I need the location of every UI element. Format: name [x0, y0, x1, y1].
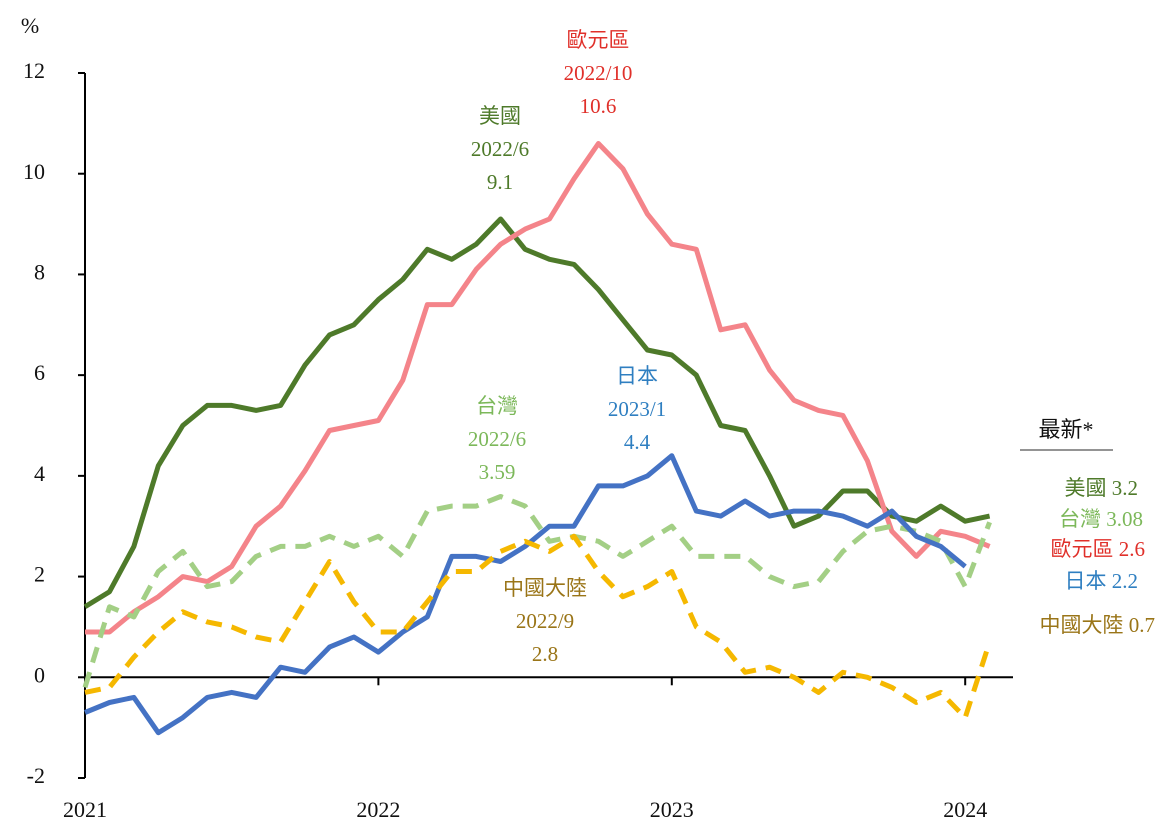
peak-annotation: 台灣 [476, 394, 518, 418]
peak-annotation: 2022/10 [564, 61, 633, 85]
peak-annotation: 10.6 [580, 94, 617, 118]
peak-annotation: 歐元區 [567, 28, 630, 52]
peak-annotation: 美國 [479, 104, 521, 128]
y-tick-label: 2 [34, 562, 45, 587]
y-tick-label: 4 [34, 461, 45, 486]
peak-annotation: 中國大陸 [503, 576, 587, 600]
peak-annotation: 日本 [616, 364, 658, 388]
x-tick-label: 2021 [63, 797, 107, 822]
latest-label: 台灣 3.08 [1059, 507, 1143, 531]
series-line [84, 533, 992, 721]
series-line [85, 141, 991, 635]
peak-annotation: 2.8 [532, 642, 558, 666]
peak-annotation: 4.4 [624, 430, 651, 454]
peak-annotation: 2022/6 [468, 427, 526, 451]
y-tick-label: 10 [23, 159, 45, 184]
latest-label: 中國大陸 0.7 [1040, 613, 1156, 637]
y-tick-label: 12 [23, 58, 45, 83]
peak-annotation: 3.59 [479, 460, 516, 484]
series-line [84, 453, 967, 736]
x-tick-label: 2024 [943, 797, 987, 822]
latest-label: 日本 2.2 [1065, 569, 1139, 593]
peak-annotation: 2023/1 [608, 397, 666, 421]
latest-label: 美國 3.2 [1065, 476, 1139, 500]
series-line [82, 494, 992, 689]
y-tick-label: 6 [34, 360, 45, 385]
peak-annotation: 2022/6 [471, 137, 529, 161]
peak-annotation: 9.1 [487, 170, 513, 194]
legend-title: 最新* [1038, 417, 1093, 442]
latest-label: 歐元區 2.6 [1051, 537, 1146, 561]
y-tick-label: 0 [34, 662, 45, 687]
y-tick-label: -2 [27, 763, 45, 788]
y-axis-label: % [21, 13, 39, 38]
series-line [83, 216, 991, 609]
x-tick-label: 2022 [356, 797, 400, 822]
peak-annotation: 2022/9 [516, 609, 574, 633]
x-tick-label: 2023 [650, 797, 694, 822]
y-tick-label: 8 [34, 259, 45, 284]
